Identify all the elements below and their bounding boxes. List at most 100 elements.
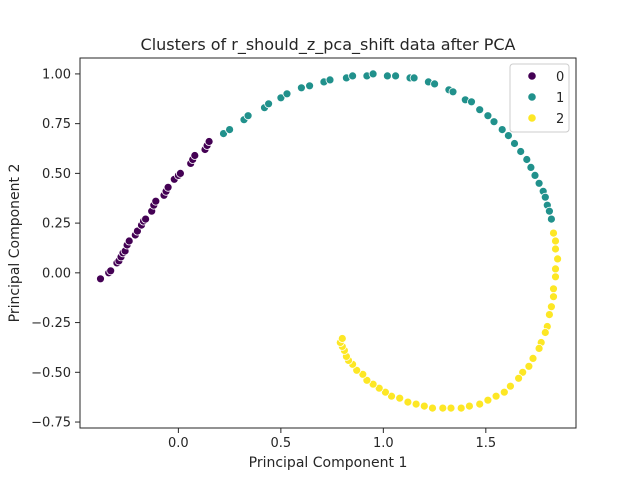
data-point-cluster-2 bbox=[380, 387, 390, 397]
data-point-cluster-2 bbox=[387, 391, 396, 401]
data-point-cluster-0 bbox=[190, 151, 200, 160]
data-point-cluster-1 bbox=[497, 125, 507, 135]
data-point-cluster-1 bbox=[475, 105, 485, 115]
data-point-cluster-2 bbox=[358, 369, 368, 379]
data-point-cluster-2 bbox=[374, 383, 384, 393]
data-point-cluster-1 bbox=[296, 83, 306, 93]
data-point-cluster-1 bbox=[368, 69, 378, 79]
data-point-cluster-1 bbox=[219, 129, 228, 139]
y-tick-label: 0.50 bbox=[42, 167, 71, 182]
data-point-cluster-1 bbox=[530, 170, 540, 180]
data-point-cluster-1 bbox=[264, 99, 274, 109]
legend-box bbox=[509, 63, 570, 133]
y-tick-label: 0.75 bbox=[42, 117, 71, 132]
data-point-cluster-1 bbox=[534, 178, 544, 188]
data-point-cluster-1 bbox=[282, 89, 292, 99]
data-point-cluster-1 bbox=[276, 93, 286, 103]
legend-label-0: 0 bbox=[556, 70, 564, 85]
x-tick-label: 0.0 bbox=[168, 436, 189, 451]
data-point-cluster-1 bbox=[483, 111, 493, 121]
x-tick-label: 1.0 bbox=[373, 436, 394, 451]
legend: 0 1 2 bbox=[509, 63, 570, 133]
data-point-cluster-0 bbox=[204, 137, 214, 146]
data-point-cluster-2 bbox=[438, 403, 448, 413]
data-point-cluster-2 bbox=[368, 379, 378, 389]
points-layer bbox=[96, 69, 562, 413]
data-point-cluster-2 bbox=[524, 361, 534, 371]
data-point-cluster-2 bbox=[528, 353, 538, 363]
plot-frame bbox=[79, 57, 577, 429]
y-tick-label: −0.75 bbox=[31, 416, 71, 431]
data-point-cluster-2 bbox=[518, 367, 528, 377]
x-axis: 0.0 0.5 1.0 1.5 bbox=[168, 428, 496, 451]
legend-label-2: 2 bbox=[556, 112, 564, 127]
legend-marker-2 bbox=[527, 113, 537, 123]
data-point-cluster-2 bbox=[553, 254, 562, 264]
data-point-cluster-2 bbox=[456, 403, 466, 413]
data-point-cluster-2 bbox=[549, 292, 558, 302]
chart-title: Clusters of r_should_z_pca_shift data af… bbox=[141, 35, 516, 55]
data-point-cluster-2 bbox=[464, 401, 474, 411]
y-axis-label: Principal Component 2 bbox=[7, 164, 23, 323]
data-point-cluster-1 bbox=[325, 75, 335, 85]
y-tick-label: 0.00 bbox=[42, 266, 71, 281]
y-tick-label: −0.50 bbox=[31, 366, 71, 381]
data-point-cluster-0 bbox=[163, 182, 173, 192]
data-point-cluster-2 bbox=[514, 373, 523, 383]
data-point-cluster-2 bbox=[352, 365, 362, 375]
data-point-cluster-1 bbox=[503, 131, 513, 141]
data-point-cluster-0 bbox=[96, 274, 105, 284]
data-point-cluster-2 bbox=[540, 328, 550, 337]
x-tick-label: 1.5 bbox=[475, 436, 496, 451]
y-axis: −0.75 −0.50 −0.25 0.00 0.25 0.50 0.75 1.00 bbox=[31, 67, 80, 431]
data-point-cluster-2 bbox=[403, 397, 413, 407]
data-point-cluster-1 bbox=[545, 206, 554, 216]
y-tick-label: −0.25 bbox=[31, 316, 71, 331]
data-point-cluster-2 bbox=[505, 381, 515, 391]
data-point-cluster-2 bbox=[428, 403, 437, 413]
data-point-cluster-2 bbox=[491, 391, 501, 401]
data-point-cluster-1 bbox=[522, 155, 532, 164]
x-tick-label: 0.5 bbox=[271, 436, 292, 451]
data-point-cluster-0 bbox=[132, 226, 142, 236]
legend-label-1: 1 bbox=[556, 91, 564, 106]
data-point-cluster-2 bbox=[411, 399, 421, 409]
data-point-cluster-2 bbox=[499, 387, 509, 397]
data-point-cluster-1 bbox=[540, 192, 550, 202]
data-point-cluster-1 bbox=[430, 79, 440, 89]
data-point-cluster-1 bbox=[348, 71, 358, 81]
data-point-cluster-2 bbox=[547, 302, 556, 312]
data-point-cluster-2 bbox=[551, 236, 560, 246]
data-point-cluster-1 bbox=[467, 97, 476, 107]
data-point-cluster-0 bbox=[151, 196, 161, 206]
data-point-cluster-1 bbox=[489, 117, 499, 127]
data-point-cluster-0 bbox=[106, 266, 116, 276]
legend-marker-0 bbox=[527, 71, 537, 81]
data-point-cluster-2 bbox=[362, 375, 372, 385]
data-point-cluster-1 bbox=[510, 139, 519, 148]
data-point-cluster-0 bbox=[141, 214, 151, 224]
data-point-cluster-2 bbox=[545, 310, 554, 320]
data-point-cluster-1 bbox=[526, 162, 536, 172]
data-point-cluster-1 bbox=[382, 71, 392, 81]
data-point-cluster-1 bbox=[305, 81, 315, 91]
data-point-cluster-2 bbox=[483, 395, 493, 405]
data-point-cluster-1 bbox=[516, 147, 526, 156]
y-tick-label: 0.25 bbox=[42, 217, 71, 232]
data-point-cluster-2 bbox=[551, 272, 560, 282]
data-point-cluster-1 bbox=[547, 214, 556, 224]
data-point-cluster-2 bbox=[549, 228, 558, 238]
data-point-cluster-1 bbox=[225, 125, 235, 135]
data-point-cluster-2 bbox=[475, 399, 485, 409]
data-point-cluster-2 bbox=[549, 284, 558, 294]
data-point-cluster-1 bbox=[243, 111, 253, 121]
data-point-cluster-2 bbox=[551, 244, 560, 254]
data-point-cluster-2 bbox=[337, 334, 347, 343]
data-point-cluster-2 bbox=[419, 401, 429, 411]
x-axis-label: Principal Component 1 bbox=[249, 455, 408, 471]
data-point-cluster-2 bbox=[534, 343, 544, 353]
data-point-cluster-0 bbox=[124, 236, 134, 246]
data-point-cluster-0 bbox=[175, 168, 185, 178]
data-point-cluster-2 bbox=[446, 403, 456, 413]
